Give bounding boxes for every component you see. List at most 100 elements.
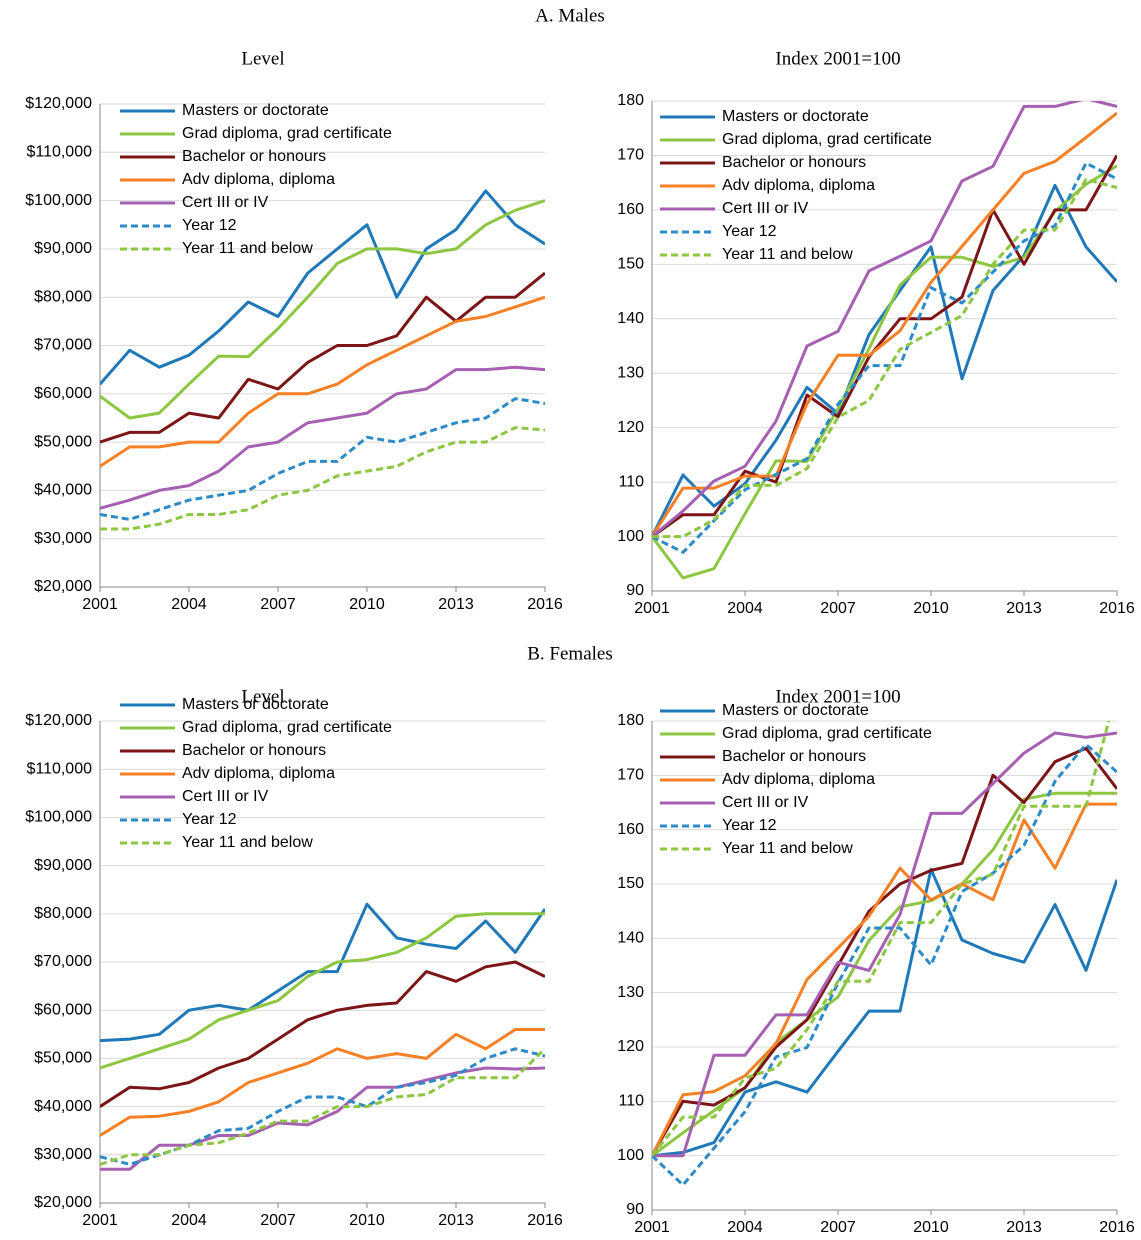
y-tick-label: 180 <box>617 92 644 109</box>
x-tick-label: 2016 <box>1099 1219 1135 1236</box>
legend-label: Bachelor or honours <box>182 148 326 165</box>
plot-lines <box>652 721 1117 1187</box>
y-tick-label: $80,000 <box>34 905 92 922</box>
series-line <box>100 189 545 386</box>
y-tick-label: $90,000 <box>34 857 92 874</box>
x-tick-label: 2010 <box>913 600 949 617</box>
y-tick-label: $80,000 <box>34 288 92 305</box>
y-tick-label: $60,000 <box>34 385 92 402</box>
legend-label: Year 11 and below <box>722 840 853 857</box>
y-tick-label: $70,000 <box>34 953 92 970</box>
y-tick-label: 180 <box>617 712 644 729</box>
series-line <box>100 426 545 531</box>
series-line <box>652 721 1111 1157</box>
y-tick-label: $110,000 <box>26 144 92 161</box>
y-tick-label: $50,000 <box>34 1050 92 1067</box>
x-tick-label: 2016 <box>527 1212 563 1229</box>
legend-label: Bachelor or honours <box>722 154 866 171</box>
y-tick-label: 140 <box>617 930 644 947</box>
legend-label: Masters or doctorate <box>182 102 329 119</box>
legend-label: Adv diploma, diploma <box>722 177 875 194</box>
y-tick-label: $40,000 <box>34 482 92 499</box>
x-tick-label: 2013 <box>1006 1219 1042 1236</box>
legend-label: Year 11 and below <box>182 834 313 851</box>
legend-label: Year 11 and below <box>722 246 853 263</box>
legend-label: Adv diploma, diploma <box>182 171 335 188</box>
series-line <box>652 742 1117 1187</box>
legend-label: Cert III or IV <box>722 200 809 217</box>
y-tick-label: $120,000 <box>25 95 92 112</box>
x-tick-label: 2004 <box>727 1219 763 1236</box>
plot-lines <box>652 101 1117 580</box>
y-tick-label: $70,000 <box>34 337 92 354</box>
y-tick-label: $40,000 <box>34 1098 92 1115</box>
x-tick-label: 2001 <box>634 1219 670 1236</box>
y-tick-label: $20,000 <box>34 578 92 595</box>
plot-lines <box>100 902 545 1171</box>
legend-label: Grad diploma, grad certificate <box>722 725 932 742</box>
legend-label: Adv diploma, diploma <box>182 765 335 782</box>
series-line <box>652 154 1117 538</box>
y-tick-label: 100 <box>617 528 644 545</box>
y-tick-label: 120 <box>617 419 644 436</box>
legend-label: Year 12 <box>722 223 777 240</box>
x-tick-label: 2013 <box>1006 600 1042 617</box>
series-line <box>100 1047 545 1166</box>
series-line <box>100 271 545 444</box>
y-tick-label: 110 <box>618 1093 644 1110</box>
x-tick-label: 2004 <box>171 1212 207 1229</box>
x-tick-label: 2004 <box>171 596 207 613</box>
x-tick-label: 2013 <box>438 596 474 613</box>
y-tick-label: 160 <box>617 201 644 218</box>
x-tick-label: 2001 <box>634 600 670 617</box>
chart-title: Level <box>241 686 284 707</box>
series-line <box>652 867 1117 1158</box>
section-title: A. Males <box>535 5 605 26</box>
y-tick-label: $90,000 <box>34 240 92 257</box>
legend-label: Adv diploma, diploma <box>722 771 875 788</box>
y-tick-label: $110,000 <box>26 760 92 777</box>
legend-label: Grad diploma, grad certificate <box>182 719 392 736</box>
legend-label: Grad diploma, grad certificate <box>182 125 392 142</box>
series-line <box>652 731 1117 1158</box>
y-tick-label: $60,000 <box>34 1001 92 1018</box>
chart-title: Index 2001=100 <box>775 48 900 69</box>
y-tick-label: $20,000 <box>34 1194 92 1211</box>
y-tick-label: 130 <box>617 364 644 381</box>
y-tick-label: 170 <box>617 767 644 784</box>
legend-label: Year 11 and below <box>182 240 313 257</box>
chart-title: Level <box>241 48 284 69</box>
legend-label: Masters or doctorate <box>722 108 869 125</box>
y-tick-label: $100,000 <box>25 809 92 826</box>
legend-label: Cert III or IV <box>182 194 269 211</box>
series-line <box>100 1028 545 1137</box>
series-line <box>100 912 545 1070</box>
x-tick-label: 2007 <box>260 596 296 613</box>
series-line <box>652 101 1117 538</box>
x-tick-label: 2010 <box>913 1219 949 1236</box>
y-tick-label: 140 <box>617 310 644 327</box>
series-line <box>100 1066 545 1171</box>
series-line <box>100 1047 545 1166</box>
y-tick-label: 150 <box>617 875 644 892</box>
y-tick-label: 100 <box>617 1147 644 1164</box>
y-tick-label: 170 <box>617 147 644 164</box>
series-line <box>652 177 1117 539</box>
legend-label: Grad diploma, grad certificate <box>722 131 932 148</box>
series-line <box>652 111 1117 538</box>
y-tick-label: $30,000 <box>34 530 92 547</box>
y-tick-label: $120,000 <box>25 712 92 729</box>
legend-label: Cert III or IV <box>182 788 269 805</box>
x-tick-label: 2016 <box>1099 600 1135 617</box>
series-line <box>652 746 1117 1157</box>
y-tick-label: 130 <box>617 984 644 1001</box>
legend-label: Bachelor or honours <box>182 742 326 759</box>
x-tick-label: 2004 <box>727 600 763 617</box>
series-line <box>100 365 545 510</box>
x-tick-label: 2001 <box>82 596 118 613</box>
legend-label: Year 12 <box>182 217 237 234</box>
legend-label: Cert III or IV <box>722 794 809 811</box>
y-tick-label: 150 <box>617 256 644 273</box>
plot-lines <box>100 189 545 531</box>
